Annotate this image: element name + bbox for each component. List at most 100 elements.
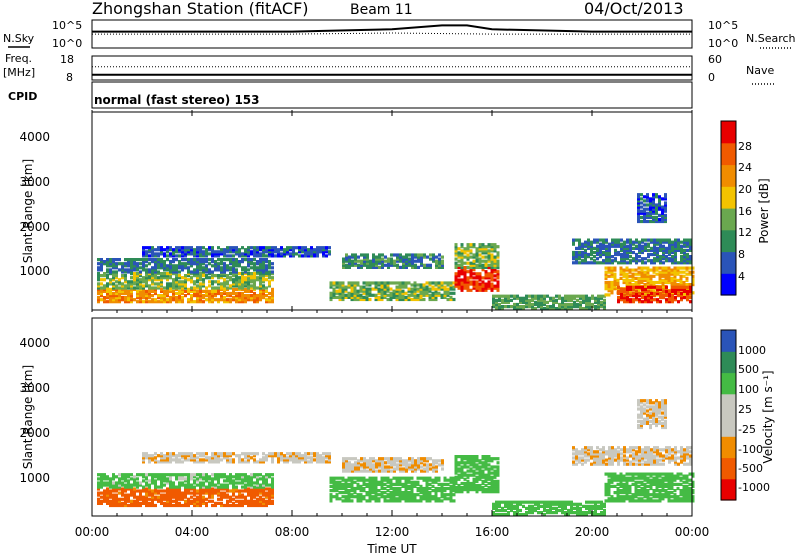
power-cell [154,300,157,304]
power-cell [151,282,154,286]
power-cell [610,291,614,295]
power-cell [635,296,638,300]
power-cell [683,252,686,257]
power-cell [493,268,497,272]
velocity-cell [332,484,336,488]
velocity-cell [166,477,169,481]
power-cell [319,246,322,250]
velocity-cell [404,497,408,501]
velocity-cell [416,480,420,484]
power-cell [199,248,202,252]
velocity-cell [151,477,154,481]
power-cell [399,259,402,263]
power-cell [659,259,662,263]
power-cell [136,258,139,262]
power-cell [196,264,199,268]
velocity-cell [510,502,513,506]
velocity-cell [199,485,202,489]
power-cell [103,278,106,282]
velocity-cell [238,460,241,464]
power-cell [280,254,283,258]
power-cell [151,270,154,274]
power-cell [411,259,414,263]
power-cell [674,238,677,242]
velocity-cell [354,463,357,467]
power-cell [223,248,226,252]
power-cell [199,291,202,296]
velocity-cell [372,463,375,467]
velocity-cell [244,454,247,458]
velocity-cell [472,457,476,461]
power-cell [637,193,640,197]
power-cell [460,259,464,263]
power-cell [596,250,599,255]
velocity-cell [411,467,414,471]
power-cell [564,296,567,300]
power-cell [160,252,163,256]
power-cell [632,298,635,302]
velocity-cell [178,497,181,501]
velocity-cell [142,479,145,483]
velocity-cell [208,477,211,481]
velocity-cell [493,469,497,473]
power-cell [256,276,259,280]
power-cell [578,250,581,255]
power-cell [513,305,516,309]
power-cell [428,297,432,302]
power-cell [543,298,546,302]
power-cell [417,265,420,269]
power-cell [199,262,202,266]
power-cell [136,268,139,272]
power-cell [567,307,570,311]
power-cell [668,300,671,304]
power-cell [493,286,497,290]
velocity-cell [256,460,259,464]
power-cell [229,291,232,296]
power-cell [226,282,229,286]
velocity-cell [496,486,500,490]
velocity-cell [389,482,393,486]
power-cell [142,266,145,270]
power-cell [398,293,402,297]
power-cbar-tick-12: 12 [738,226,752,239]
velocity-cell [431,489,435,493]
frequency-panel: Freq. [MHz] 18 8 60 0 Nave [3,52,776,85]
power-cell [593,255,596,259]
velocity-cell [256,501,259,505]
power-cell [490,288,494,292]
power-cell [328,246,331,250]
power-cell [142,258,145,262]
power-cell [363,259,366,263]
velocity-cell [344,499,348,503]
power-cell [634,280,638,285]
velocity-cell [211,477,214,481]
velocity-cell [365,484,369,488]
power-cell [665,259,668,263]
velocity-cell [353,489,357,493]
velocity-cell [163,503,166,508]
power-cell [652,280,656,285]
power-cell [492,305,495,309]
power-cell [602,244,605,248]
velocity-cell [271,454,274,458]
velocity-cell [384,457,387,461]
velocity-cell [115,499,118,503]
velocity-cell [190,485,193,489]
power-cell [643,207,646,211]
power-cell [399,255,402,259]
power-cell [277,248,280,252]
power-cell [469,263,473,267]
velocity-cell [271,489,274,493]
velocity-cell [457,467,461,471]
power-cell [241,274,244,278]
power-cell [139,274,142,278]
velocity-cell [350,482,354,486]
velocity-cell [151,454,154,458]
power-cell [659,287,662,291]
power-cell [106,300,109,304]
power-cell [139,289,142,293]
power-cell [498,305,501,309]
power-cell [380,285,384,289]
power-cell [626,287,629,291]
power-cell [655,266,659,270]
